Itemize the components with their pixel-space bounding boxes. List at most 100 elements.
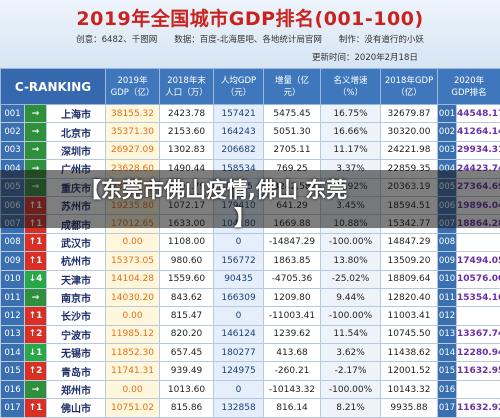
- gdp-2019: 11741.31: [106, 362, 160, 380]
- gdp-2018: 12820.40: [381, 288, 438, 306]
- growth-rate: 11.17%: [321, 141, 381, 159]
- rank-change: ↓4: [25, 270, 47, 288]
- rank-2020: 010: [438, 270, 457, 288]
- growth-rate: -25.02%: [321, 270, 381, 288]
- city: 宁波市: [47, 325, 106, 343]
- rank: 011: [1, 288, 25, 306]
- gdp-per-capita: 156772: [214, 252, 264, 270]
- city: 杭州市: [47, 252, 106, 270]
- update-time: 更新时间：2020年2月18日: [312, 51, 418, 63]
- column-header: 2018年GDP （亿）: [381, 69, 438, 105]
- rank-change: →: [25, 123, 47, 141]
- gdp-2019: 38155.32: [106, 105, 160, 123]
- rank: 012: [1, 307, 25, 325]
- city: 青岛市: [47, 362, 106, 380]
- population: 2423.78: [160, 105, 214, 123]
- gdp-per-capita: 180277: [214, 344, 264, 362]
- gdp-2019: 0.00: [106, 307, 160, 325]
- gdp-2020: [457, 233, 500, 251]
- city: 北京市: [47, 123, 106, 141]
- rank: 016: [1, 380, 25, 398]
- rank-2020: 003: [438, 141, 457, 159]
- city: 深圳市: [47, 141, 106, 159]
- gdp-per-capita: 0: [214, 233, 264, 251]
- city: 无锡市: [47, 344, 106, 362]
- gdp-2018: 24221.98: [381, 141, 438, 159]
- increment: 1209.80: [264, 288, 321, 306]
- gdp-per-capita: 124975: [214, 362, 264, 380]
- rank-change: ↑1: [25, 399, 47, 417]
- population: 820.20: [160, 325, 214, 343]
- rank-2020: 008: [438, 233, 457, 251]
- gdp-per-capita: 146124: [214, 325, 264, 343]
- overlay-text: 】: [234, 202, 255, 232]
- city: 上海市: [47, 105, 106, 123]
- rank-change: ↑2: [25, 325, 47, 343]
- gdp-per-capita: 90435: [214, 270, 264, 288]
- increment: 5475.45: [264, 105, 321, 123]
- gdp-per-capita: 206682: [214, 141, 264, 159]
- increment: -10143.32: [264, 380, 321, 398]
- gdp-2019: 0.00: [106, 233, 160, 251]
- population: 843.62: [160, 288, 214, 306]
- gdp-2020: 12280.94: [457, 344, 500, 362]
- growth-rate: 13.80%: [321, 252, 381, 270]
- population: 815.47: [160, 307, 214, 325]
- gdp-2020: [457, 380, 500, 398]
- rank: 002: [1, 123, 25, 141]
- gdp-2018: 12001.52: [381, 362, 438, 380]
- gdp-2018: 18809.64: [381, 270, 438, 288]
- rank-2020: 001: [438, 105, 457, 123]
- rank-2020: 009: [438, 252, 457, 270]
- gdp-2018: 11438.62: [381, 344, 438, 362]
- rank-2020: 013: [438, 325, 457, 343]
- rank: 010: [1, 270, 25, 288]
- rank: 014: [1, 344, 25, 362]
- growth-rate: 16.75%: [321, 105, 381, 123]
- gdp-2018: 13509.20: [381, 252, 438, 270]
- title: 2019年全国城市GDP排名(001-100): [0, 4, 500, 31]
- rank: 009: [1, 252, 25, 270]
- column-header: 2018年末 人口（万）: [160, 69, 214, 105]
- rank-change: ↑2: [25, 362, 47, 380]
- city: 长沙市: [47, 307, 106, 325]
- gdp-2019: 15373.05: [106, 252, 160, 270]
- gdp-2019: 26927.09: [106, 141, 160, 159]
- gdp-2020: 44548.17: [457, 105, 500, 123]
- rank-change: ↓1: [25, 344, 47, 362]
- gdp-2019: 14104.28: [106, 270, 160, 288]
- column-header: 名义增速 （%）: [321, 69, 381, 105]
- gdp-per-capita: 0: [214, 380, 264, 398]
- gdp-2020: 13367.74: [457, 325, 500, 343]
- city: 天津市: [47, 270, 106, 288]
- rank-2020: 002: [438, 123, 457, 141]
- gdp-2019: 10751.02: [106, 399, 160, 417]
- increment: -260.21: [264, 362, 321, 380]
- population: 939.49: [160, 362, 214, 380]
- increment: -4705.36: [264, 270, 321, 288]
- gdp-2019: 0.00: [106, 380, 160, 398]
- rank-2020: 017: [438, 399, 457, 417]
- population: 2153.60: [160, 123, 214, 141]
- growth-rate: 3.62%: [321, 344, 381, 362]
- growth-rate: -100.00%: [321, 380, 381, 398]
- gdp-2020: 11632.92: [457, 399, 500, 417]
- rank-change: →: [25, 288, 47, 306]
- increment: 5051.30: [264, 123, 321, 141]
- rank-change: ↑1: [25, 252, 47, 270]
- rank-change: ↑1: [25, 307, 47, 325]
- gdp-2018: 14847.29: [381, 233, 438, 251]
- increment: 2705.11: [264, 141, 321, 159]
